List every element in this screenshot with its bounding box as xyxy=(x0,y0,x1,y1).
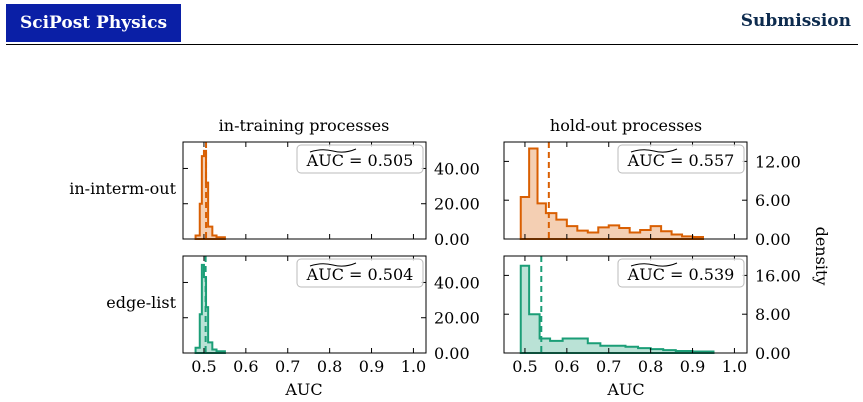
y-tick-label: 6.00 xyxy=(755,191,791,210)
chart-panel-2: 0.00 6.00 12.00 AUC = 0.557 xyxy=(503,141,801,249)
x-tick-label: 0.8 xyxy=(638,357,663,376)
x-tick-label: 1.0 xyxy=(401,357,426,376)
y-tick-label: 16.00 xyxy=(755,266,801,285)
tilde-accent xyxy=(630,148,678,153)
annotation-text: AUC = 0.505 xyxy=(306,151,414,170)
row-label-bottom: edge-list xyxy=(106,293,176,312)
axes-frame xyxy=(503,255,748,354)
x-tick-label: 0.8 xyxy=(317,357,342,376)
annotation-box xyxy=(617,144,745,174)
col-title-left: in-training processes xyxy=(219,116,390,135)
xlabel-right: AUC xyxy=(606,380,644,399)
histogram-series xyxy=(194,263,226,354)
xlabel-left: AUC xyxy=(284,380,322,399)
tilde-accent xyxy=(309,148,357,153)
y-tick-label: 8.00 xyxy=(755,305,791,324)
x-tick-label: 1.0 xyxy=(722,357,747,376)
annotation-box xyxy=(296,258,424,288)
y-tick-label: 0.00 xyxy=(755,344,791,363)
tilde-accent xyxy=(630,262,678,267)
row-label-top: in-interm-out xyxy=(69,179,176,198)
x-tick-label: 0.9 xyxy=(359,357,384,376)
chart-panel-1: 0.00 20.00 40.00 AUC = 0.505 xyxy=(182,141,480,249)
submission-label: Submission xyxy=(740,11,851,31)
x-tick-label: 0.6 xyxy=(554,357,579,376)
y-tick-label: 20.00 xyxy=(434,309,480,328)
tilde-accent xyxy=(309,262,357,267)
y-tick-label: 0.00 xyxy=(434,230,470,249)
annotation-text: AUC = 0.539 xyxy=(627,265,735,284)
axes-frame xyxy=(182,141,427,240)
annotation-text: AUC = 0.504 xyxy=(306,265,414,284)
axes-frame xyxy=(182,255,427,354)
x-tick-label: 0.7 xyxy=(275,357,300,376)
histogram-series xyxy=(194,149,226,240)
y-tick-label: 0.00 xyxy=(755,230,791,249)
col-title-right: hold-out processes xyxy=(550,116,702,135)
y-tick-label: 12.00 xyxy=(755,152,801,171)
chart-panel-3: 0.5 0.6 0.7 0.8 0.9 1.0 0.00 20.00 40.00 AUC = 0.… xyxy=(182,255,480,376)
x-tick-label: 0.9 xyxy=(680,357,705,376)
x-tick-label: 0.5 xyxy=(191,357,216,376)
x-tick-label: 0.7 xyxy=(596,357,621,376)
x-tick-label: 0.5 xyxy=(512,357,537,376)
y-tick-label: 0.00 xyxy=(434,344,470,363)
histogram-series xyxy=(519,264,715,354)
y-tick-label: 20.00 xyxy=(434,195,480,214)
y-tick-label: 40.00 xyxy=(434,273,480,292)
histogram-series xyxy=(519,147,705,240)
header-rule xyxy=(6,44,858,45)
journal-badge: SciPost Physics xyxy=(6,4,181,42)
annotation-box xyxy=(617,258,745,288)
right-ylabel: density xyxy=(812,227,831,286)
journal-name: SciPost Physics xyxy=(19,13,168,33)
chart-panel-4: 0.5 0.6 0.7 0.8 0.9 1.0 0.00 8.00 16.00 AUC = 0.5… xyxy=(503,255,801,376)
x-tick-label: 0.6 xyxy=(233,357,258,376)
annotation-text: AUC = 0.557 xyxy=(627,151,735,170)
axes-frame xyxy=(503,141,748,240)
y-tick-label: 40.00 xyxy=(434,159,480,178)
annotation-box xyxy=(296,144,424,174)
